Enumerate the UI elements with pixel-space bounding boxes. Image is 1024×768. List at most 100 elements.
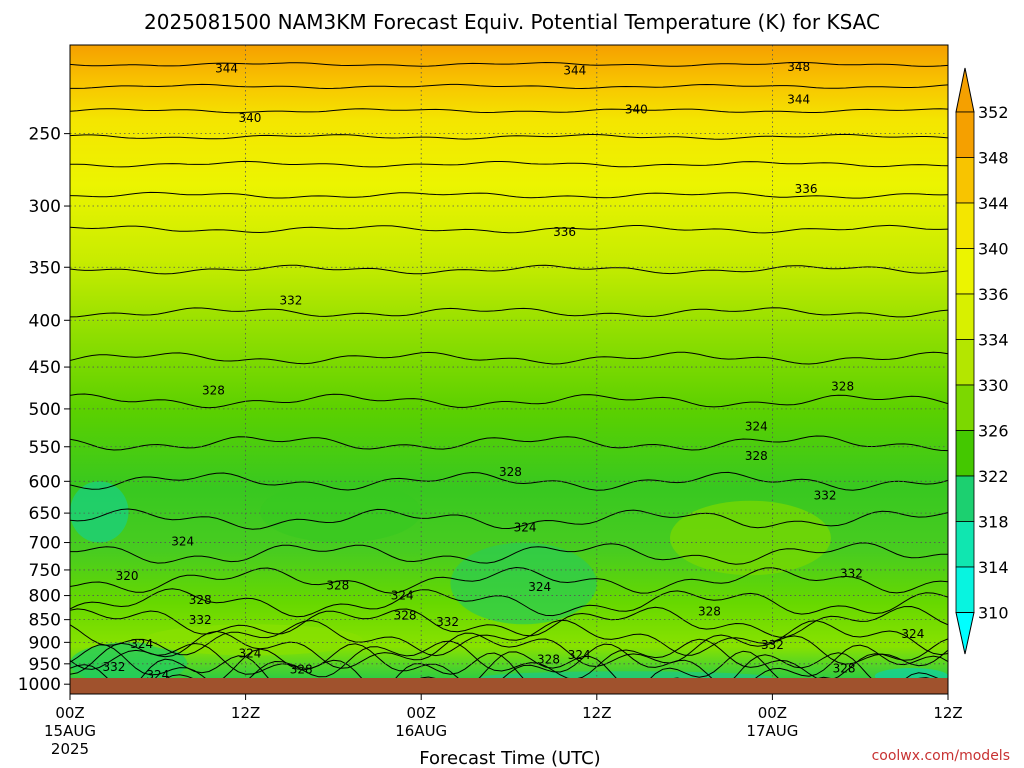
colorbar-label: 340 [978, 240, 1009, 259]
contour-line [70, 542, 948, 565]
contour-line [70, 648, 930, 678]
contour-label: 328 [745, 449, 768, 463]
temperature-band [450, 542, 597, 625]
contour-line [70, 351, 948, 365]
contour-label: 328 [202, 384, 225, 398]
contour-line [70, 508, 948, 530]
contour-label: 324 [528, 580, 551, 594]
plot-area: 344 344 348 344 340 340 336 336 332 328 324 328 328 3… [70, 45, 948, 678]
temperature-band [70, 481, 129, 543]
y-tick-label: 900 [29, 633, 61, 653]
y-tick-label: 400 [29, 311, 61, 331]
x-tick-label: 00Z [55, 704, 84, 722]
contour-label: 328 [326, 579, 349, 593]
contour-line [70, 588, 948, 618]
plot-frame [69, 44, 949, 695]
contour-label: 324 [901, 627, 924, 641]
contour-label: 328 [499, 465, 522, 479]
credit-text: coolwx.com/models [872, 748, 1010, 764]
temperature-band [260, 481, 422, 543]
y-tick-label: 750 [29, 561, 61, 581]
y-tick-label: 700 [29, 534, 61, 554]
contour-label: 336 [795, 182, 818, 196]
colorbar-label: 322 [978, 467, 1009, 486]
colorbar-label: 334 [978, 331, 1009, 350]
contour-label: 328 [833, 661, 856, 675]
colorbar-segment [955, 111, 975, 158]
colorbar-segment [955, 430, 975, 477]
contour-label: 340 [625, 103, 648, 117]
contour-label: 332 [761, 638, 784, 652]
contour-line [70, 471, 948, 491]
contour-label: 328 [537, 652, 560, 666]
contour-line [70, 566, 948, 594]
contour-label: 336 [553, 225, 576, 239]
contour-label: 324 [239, 647, 262, 661]
contour-line [70, 393, 948, 409]
x-axis-label: Forecast Time (UTC) [419, 748, 600, 768]
y-tick-label: 500 [29, 400, 61, 420]
contour-label: 344 [215, 62, 238, 76]
contour-label: 324 [568, 648, 591, 662]
pressure-axis: 2503003504004505005506006507007508008509… [18, 125, 70, 695]
ground-surface [70, 678, 948, 694]
contour-line [70, 307, 948, 318]
contour-line [70, 643, 948, 678]
contour-line [70, 160, 948, 168]
contour-label: 344 [787, 92, 810, 106]
colorbar-label: 310 [978, 604, 1009, 623]
contour-label: 328 [290, 662, 313, 676]
y-tick-label: 850 [29, 611, 61, 631]
contour-line [70, 224, 948, 234]
y-tick-label: 650 [29, 504, 61, 524]
contour-line [70, 630, 948, 670]
x-tick-label: 00Z [758, 704, 787, 722]
colorbar-segment [955, 521, 975, 568]
x-tick-year: 2025 [51, 740, 89, 758]
contour-label: 332 [840, 567, 863, 581]
contour-label: 332 [102, 660, 125, 674]
temperature-band [70, 642, 188, 678]
contour-line [70, 108, 948, 114]
contour-label: 324 [391, 589, 414, 603]
contour-label: 340 [239, 111, 262, 125]
contour-label: 332 [189, 613, 212, 627]
y-tick-label: 600 [29, 472, 61, 492]
colorbar: 352 348 344 340 336 334 330 326 322 318 314 310 [955, 67, 1009, 655]
contour-line [70, 264, 948, 275]
x-tick-label: 12Z [933, 704, 962, 722]
contour-line [70, 133, 948, 140]
colorbar-segment [955, 566, 975, 613]
contour-label: 320 [116, 569, 139, 583]
contour-label: 344 [563, 64, 586, 78]
contour-line [70, 83, 948, 90]
y-tick-label: 250 [29, 125, 61, 145]
contour-line [70, 191, 948, 199]
x-tick-label: 12Z [582, 704, 611, 722]
contour-labels: 344 344 348 344 340 340 336 336 332 328 324 328 328 3… [102, 60, 924, 678]
colorbar-label: 348 [978, 149, 1009, 168]
x-tick-date: 15AUG [44, 722, 96, 740]
colorbar-label: 352 [978, 103, 1009, 122]
x-tick-date: 17AUG [746, 722, 798, 740]
temperature-band [669, 500, 831, 576]
contour-label: 332 [814, 488, 837, 502]
colorbar-label: 326 [978, 422, 1009, 441]
contour-line [70, 61, 948, 67]
contour-lines [70, 61, 948, 678]
chart-title: 2025081500 NAM3KM Forecast Equiv. Potent… [144, 10, 880, 34]
colorbar-segment [955, 339, 975, 386]
y-tick-label: 800 [29, 587, 61, 607]
y-tick-label: 300 [29, 197, 61, 217]
contour-label: 328 [394, 608, 417, 622]
colorbar-segment [955, 248, 975, 295]
colorbar-segment [955, 475, 975, 522]
colorbar-label: 336 [978, 285, 1009, 304]
x-tick-label: 00Z [407, 704, 436, 722]
contour-label: 328 [698, 605, 721, 619]
contour-label: 328 [831, 380, 854, 394]
colorbar-top-arrow [955, 67, 975, 113]
colorbar-segment [955, 202, 975, 249]
